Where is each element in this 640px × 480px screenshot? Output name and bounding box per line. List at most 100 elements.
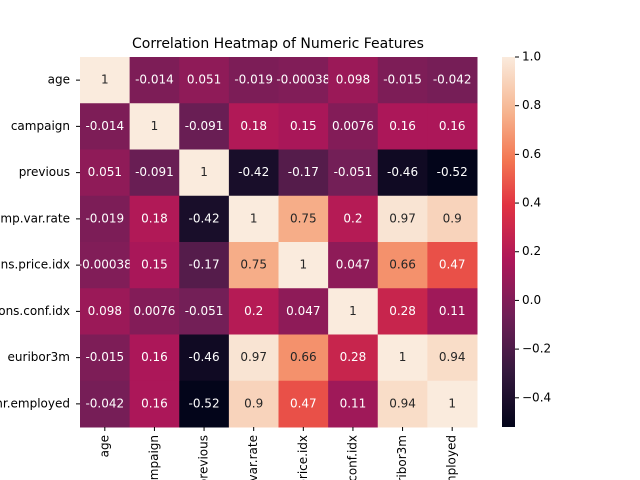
heatmap-cell bbox=[80, 103, 131, 150]
cell-label: 0.47 bbox=[290, 396, 317, 410]
colorbar-tick-label: −0.4 bbox=[522, 390, 551, 404]
cell-label: -0.015 bbox=[383, 73, 422, 87]
y-tick-label: emp.var.rate bbox=[0, 211, 70, 225]
heatmap-cell bbox=[278, 57, 329, 104]
colorbar-tick-label: 0.6 bbox=[522, 147, 541, 161]
colorbar-tick-label: 0.0 bbox=[522, 293, 541, 307]
cell-label: 0.47 bbox=[439, 258, 466, 272]
heatmap-cell bbox=[377, 242, 428, 289]
colorbar-tick-label: 0.8 bbox=[522, 98, 541, 112]
cell-label: 1 bbox=[399, 350, 407, 364]
heatmap-cell bbox=[129, 103, 180, 150]
heatmap-cell bbox=[377, 57, 428, 104]
cell-label: 0.66 bbox=[290, 350, 317, 364]
cell-label: -0.52 bbox=[189, 396, 220, 410]
cell-label: 1 bbox=[101, 73, 109, 87]
cell-label: 0.94 bbox=[439, 350, 466, 364]
cell-label: -0.051 bbox=[334, 165, 373, 179]
cell-label: -0.17 bbox=[189, 258, 220, 272]
cell-label: 0.9 bbox=[443, 211, 462, 225]
heatmap-cell bbox=[228, 288, 279, 335]
cell-label: 1 bbox=[250, 211, 258, 225]
cell-label: 0.2 bbox=[343, 211, 362, 225]
heatmap-cell bbox=[179, 149, 230, 197]
cell-label: 0.75 bbox=[240, 258, 267, 272]
colorbar-tick-label: 1.0 bbox=[522, 50, 541, 64]
x-tick-label: nr.employed bbox=[445, 435, 459, 480]
y-tick-label: campaign bbox=[11, 119, 70, 133]
heatmap-cell bbox=[278, 195, 329, 243]
heatmap-cell bbox=[328, 149, 379, 197]
cell-label: -0.00038 bbox=[78, 258, 132, 272]
heatmap-cell bbox=[129, 334, 180, 382]
cell-label: -0.091 bbox=[135, 165, 174, 179]
cell-label: -0.042 bbox=[85, 396, 124, 410]
heatmap-cell bbox=[427, 380, 478, 428]
cell-label: -0.42 bbox=[189, 211, 220, 225]
x-tick-label: age bbox=[97, 435, 111, 457]
heatmap-cell bbox=[377, 334, 428, 382]
cell-label: 0.97 bbox=[240, 350, 267, 364]
cell-label: 0.0076 bbox=[332, 119, 374, 133]
heatmap-cell bbox=[328, 288, 379, 335]
y-tick-label: euribor3m bbox=[8, 350, 70, 364]
y-tick-label: previous bbox=[19, 165, 70, 179]
cell-label: 0.9 bbox=[244, 396, 263, 410]
cell-label: -0.091 bbox=[185, 119, 224, 133]
heatmap-cell bbox=[427, 288, 478, 335]
heatmap-cell bbox=[129, 149, 180, 197]
chart-title: Correlation Heatmap of Numeric Features bbox=[132, 36, 424, 52]
cell-label: -0.46 bbox=[387, 165, 418, 179]
x-tick-label: campaign bbox=[147, 435, 161, 480]
heatmap-cell bbox=[278, 242, 329, 289]
cell-label: 0.051 bbox=[88, 165, 122, 179]
heatmap-cell bbox=[427, 149, 478, 197]
cell-label: -0.051 bbox=[185, 304, 224, 318]
heatmap-cell bbox=[179, 380, 230, 428]
cell-label: 0.18 bbox=[141, 211, 168, 225]
heatmap-cell bbox=[179, 242, 230, 289]
heatmap-cell bbox=[179, 195, 230, 243]
cell-label: -0.019 bbox=[85, 211, 124, 225]
cell-label: 0.16 bbox=[141, 396, 168, 410]
cell-label: -0.17 bbox=[288, 165, 319, 179]
heatmap-cell bbox=[427, 103, 478, 150]
heatmap-cell bbox=[377, 103, 428, 150]
y-tick-label: age bbox=[48, 73, 70, 87]
heatmap-cell bbox=[328, 242, 379, 289]
heatmap-cell bbox=[377, 288, 428, 335]
heatmap-cell bbox=[278, 334, 329, 382]
cell-label: -0.015 bbox=[85, 350, 124, 364]
cell-label: 0.098 bbox=[336, 73, 370, 87]
heatmap-cell bbox=[129, 195, 180, 243]
heatmap-cell bbox=[129, 57, 180, 104]
cell-label: -0.042 bbox=[433, 73, 472, 87]
cell-label: 0.2 bbox=[244, 304, 263, 318]
cell-label: -0.019 bbox=[234, 73, 273, 87]
cell-label: 0.11 bbox=[340, 396, 367, 410]
cell-label: 0.28 bbox=[340, 350, 367, 364]
heatmap-cell bbox=[179, 288, 230, 335]
heatmap-cell bbox=[80, 334, 131, 382]
x-tick-label: euribor3m bbox=[395, 435, 409, 480]
heatmap-cell bbox=[80, 195, 131, 243]
heatmap-cell bbox=[278, 149, 329, 197]
heatmap-cell bbox=[377, 380, 428, 428]
cell-label: 0.97 bbox=[389, 211, 416, 225]
cell-label: -0.52 bbox=[437, 165, 468, 179]
cell-label: 0.051 bbox=[187, 73, 221, 87]
heatmap-cell bbox=[80, 57, 131, 104]
heatmap-cell bbox=[228, 57, 279, 104]
cell-label: 0.047 bbox=[286, 304, 320, 318]
heatmap-cell bbox=[228, 149, 279, 197]
cell-label: 1 bbox=[299, 258, 307, 272]
heatmap-cell bbox=[328, 103, 379, 150]
heatmap-cell bbox=[228, 334, 279, 382]
cell-label: 0.047 bbox=[336, 258, 370, 272]
heatmap-cell bbox=[328, 334, 379, 382]
cell-label: 1 bbox=[200, 165, 208, 179]
heatmap-cell bbox=[228, 380, 279, 428]
heatmap-cell bbox=[328, 195, 379, 243]
colorbar-tick-label: 0.2 bbox=[522, 244, 541, 258]
